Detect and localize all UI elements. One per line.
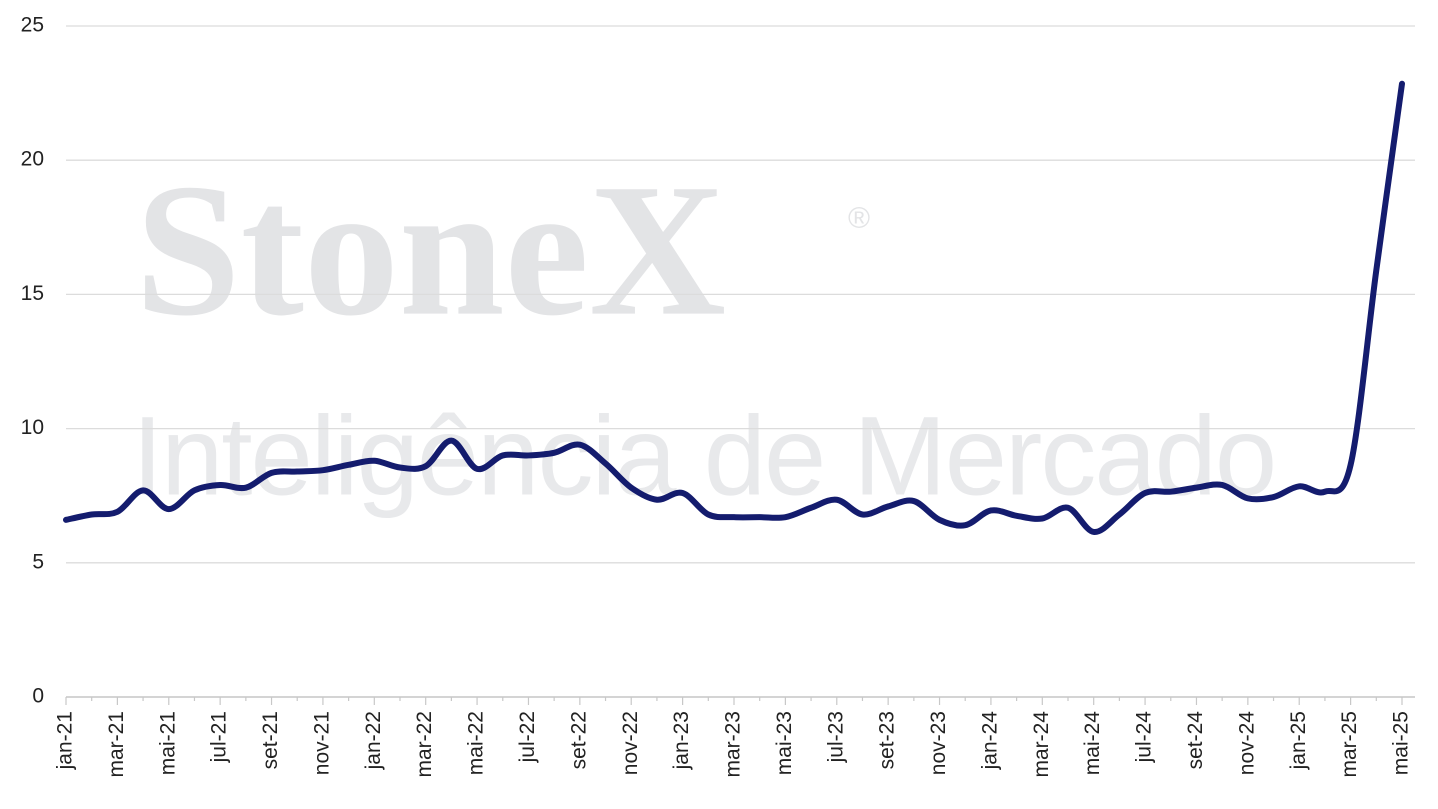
- watermark-tagline: Inteligência de Mercado: [132, 394, 1275, 519]
- y-tick-label: 25: [21, 14, 44, 37]
- x-tick-label: jan-24: [978, 711, 1001, 771]
- x-tick-label: jan-25: [1287, 711, 1310, 770]
- x-tick-label: set-23: [876, 711, 899, 769]
- x-tick-label: set-22: [567, 711, 590, 769]
- x-tick-label: nov-24: [1235, 711, 1258, 776]
- x-tick-label: mar-23: [722, 711, 745, 778]
- x-tick-label: nov-22: [619, 711, 642, 775]
- x-tick-label: jan-22: [362, 711, 385, 770]
- watermark-mark: ®: [848, 202, 870, 235]
- x-tick-label: mar-22: [413, 711, 436, 778]
- x-tick-label: mar-21: [105, 711, 128, 778]
- x-tick-label: jul-21: [208, 711, 231, 763]
- watermark-brand: StoneX: [135, 146, 726, 356]
- x-tick-label: nov-23: [927, 711, 950, 775]
- data-line: [63, 80, 1405, 535]
- x-tick-label: mai-25: [1390, 711, 1413, 775]
- x-tick-label: mar-25: [1338, 711, 1361, 778]
- x-tick-label: mai-21: [156, 711, 179, 775]
- x-tick-label: jul-22: [516, 711, 539, 763]
- y-tick-label: 5: [32, 550, 44, 573]
- x-tick-label: mai-23: [773, 711, 796, 775]
- x-tick-label: jul-23: [824, 711, 847, 763]
- x-tick-label: nov-21: [310, 711, 333, 775]
- x-tick-label: mai-24: [1081, 711, 1104, 776]
- x-tick-label: jul-24: [1133, 711, 1156, 764]
- y-tick-label: 10: [21, 416, 44, 439]
- y-tick-label: 20: [21, 148, 44, 171]
- y-tick-label: 15: [21, 282, 44, 305]
- x-tick-label: jan-23: [670, 711, 693, 770]
- x-tick-label: mai-22: [465, 711, 488, 775]
- x-tick-label: set-21: [259, 711, 282, 769]
- x-tick-label: mar-24: [1030, 711, 1053, 778]
- y-tick-label: 0: [32, 685, 44, 708]
- x-tick-label: set-24: [1184, 711, 1207, 770]
- x-tick-label: jan-21: [54, 711, 77, 770]
